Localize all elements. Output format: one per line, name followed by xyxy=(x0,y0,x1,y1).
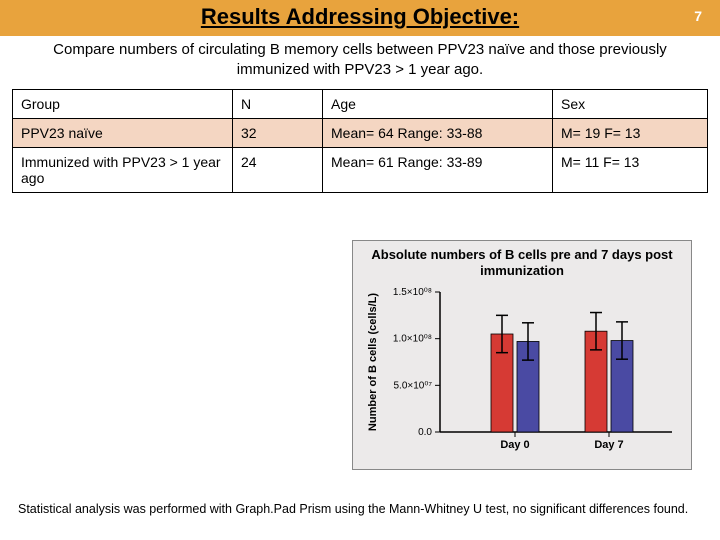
cell-group: Immunized with PPV23 > 1 year ago xyxy=(13,147,233,192)
cell-n: 24 xyxy=(233,147,323,192)
cell-group: PPV23 naïve xyxy=(13,118,233,147)
subtitle: Compare numbers of circulating B memory … xyxy=(0,36,720,89)
svg-text:5.0×10⁰⁷: 5.0×10⁰⁷ xyxy=(394,380,433,391)
col-group: Group xyxy=(13,89,233,118)
chart-panel: Absolute numbers of B cells pre and 7 da… xyxy=(352,240,692,470)
col-n: N xyxy=(233,89,323,118)
svg-text:1.0×10⁰⁸: 1.0×10⁰⁸ xyxy=(393,333,432,344)
cell-sex: M= 19 F= 13 xyxy=(553,118,708,147)
cell-sex: M= 11 F= 13 xyxy=(553,147,708,192)
slide-number: 7 xyxy=(694,8,702,24)
svg-text:Day 7: Day 7 xyxy=(594,439,623,451)
chart-title: Absolute numbers of B cells pre and 7 da… xyxy=(353,241,691,282)
footnote: Statistical analysis was performed with … xyxy=(18,501,702,518)
cell-age: Mean= 61 Range: 33-89 xyxy=(323,147,553,192)
svg-text:1.5×10⁰⁸: 1.5×10⁰⁸ xyxy=(393,287,432,298)
col-age: Age xyxy=(323,89,553,118)
table-row: Immunized with PPV23 > 1 year ago24Mean=… xyxy=(13,147,708,192)
cell-age: Mean= 64 Range: 33-88 xyxy=(323,118,553,147)
table-row: PPV23 naïve32Mean= 64 Range: 33-88M= 19 … xyxy=(13,118,708,147)
svg-text:Day 0: Day 0 xyxy=(500,439,529,451)
bar-chart: 0.0 5.0×10⁰⁷ 1.0×10⁰⁸ 1.5×10⁰⁸ Number of B c… xyxy=(362,282,682,470)
svg-text:0.0: 0.0 xyxy=(418,427,432,438)
header-bar: Results Addressing Objective: 7 xyxy=(0,0,720,36)
svg-text:Number of B cells (cells/L): Number of B cells (cells/L) xyxy=(367,292,379,430)
col-sex: Sex xyxy=(553,89,708,118)
table-header-row: Group N Age Sex xyxy=(13,89,708,118)
page-title: Results Addressing Objective: xyxy=(0,4,720,30)
cell-n: 32 xyxy=(233,118,323,147)
data-table: Group N Age Sex PPV23 naïve32Mean= 64 Ra… xyxy=(12,89,708,193)
